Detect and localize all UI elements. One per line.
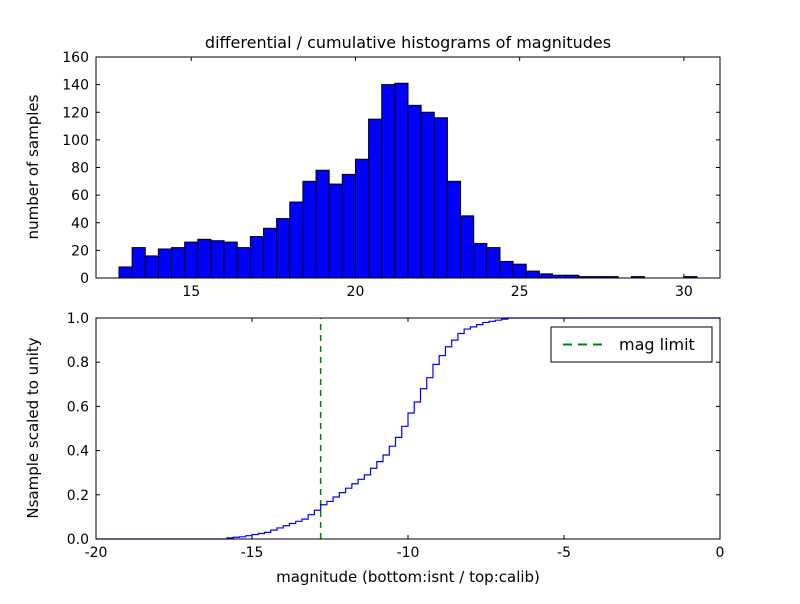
x-tick-label: -10	[397, 545, 420, 561]
histogram-bar	[262, 227, 278, 279]
histogram-bar	[315, 169, 330, 279]
histogram-bar	[302, 180, 317, 279]
y-tick-label: 80	[71, 161, 89, 177]
x-tick-label: -15	[241, 545, 264, 561]
histogram-bar	[131, 247, 146, 279]
legend: mag limit	[550, 326, 713, 363]
histogram-bar	[157, 248, 173, 279]
histogram-bar	[223, 241, 238, 279]
x-tick-label: 0	[716, 545, 725, 561]
bottom-x-axis-label: magnitude (bottom:isnt / top:calib)	[276, 568, 540, 586]
histogram-bar	[381, 84, 396, 279]
histogram-bar	[276, 218, 291, 279]
x-tick-label: -5	[557, 545, 571, 561]
histogram-bar	[249, 236, 264, 279]
cumulative-plot: -20 -15 -10 -5 0 0.0 0.2 0.4 0.6 0.8 1.0	[67, 311, 725, 561]
histogram-bar	[354, 158, 370, 279]
histogram-bar	[499, 260, 514, 279]
histogram-bar	[368, 118, 383, 279]
y-tick-label: 0.0	[67, 532, 89, 548]
histogram-bar	[328, 183, 343, 279]
y-tick-label: 0.6	[67, 399, 89, 415]
y-tick-label: 40	[71, 216, 89, 232]
top-y-axis-label: number of samples	[24, 94, 42, 239]
histogram-bar	[512, 263, 527, 279]
histogram-bar	[341, 173, 356, 279]
legend-label: mag limit	[619, 335, 695, 354]
y-tick-label: 100	[62, 133, 89, 149]
y-tick-label: 0.8	[67, 355, 89, 371]
histogram-bar	[420, 111, 435, 279]
y-tick-label: 120	[62, 105, 89, 121]
chart-title: differential / cumulative histograms of …	[205, 33, 611, 52]
histogram-bar	[538, 273, 554, 279]
histogram-bar	[460, 215, 475, 279]
differential-histogram-plot: 15 20 25 30 0 20 40 60 80 100 120 140 160	[62, 50, 721, 300]
histogram-bar	[210, 240, 225, 279]
x-tick-label: 15	[182, 284, 200, 300]
histogram-bar	[525, 270, 540, 279]
histogram-bars	[118, 82, 698, 279]
cumulative-step-line	[96, 317, 720, 540]
y-tick-label: 0	[80, 271, 89, 287]
y-tick-label: 0.2	[67, 488, 89, 504]
y-tick-label: 60	[71, 188, 89, 204]
histogram-bar	[473, 242, 488, 279]
x-tick-label: -20	[85, 545, 108, 561]
x-tick-label: 20	[347, 284, 365, 300]
y-tick-label: 140	[62, 78, 89, 94]
histogram-bar	[394, 82, 409, 279]
y-tick-label: 160	[62, 50, 89, 66]
histogram-bar	[171, 247, 186, 279]
histogram-bar	[118, 266, 133, 279]
histogram-bar	[289, 201, 304, 279]
histogram-bar	[197, 238, 212, 279]
y-tick-label: 0.4	[67, 444, 89, 460]
bottom-y-axis-label: Nsample scaled to unity	[24, 337, 42, 518]
y-tick-label: 20	[71, 243, 89, 259]
histogram-bar	[433, 117, 448, 279]
histogram-bar	[236, 247, 251, 279]
x-tick-label: 30	[675, 284, 693, 300]
x-tick-label: 25	[511, 284, 529, 300]
histogram-bar	[446, 180, 462, 279]
histogram-bar	[184, 241, 199, 279]
histogram-bar	[144, 255, 159, 279]
y-tick-label: 1.0	[67, 311, 89, 327]
histogram-bar	[407, 104, 422, 279]
histogram-bar	[486, 247, 501, 279]
legend-box	[550, 326, 713, 363]
